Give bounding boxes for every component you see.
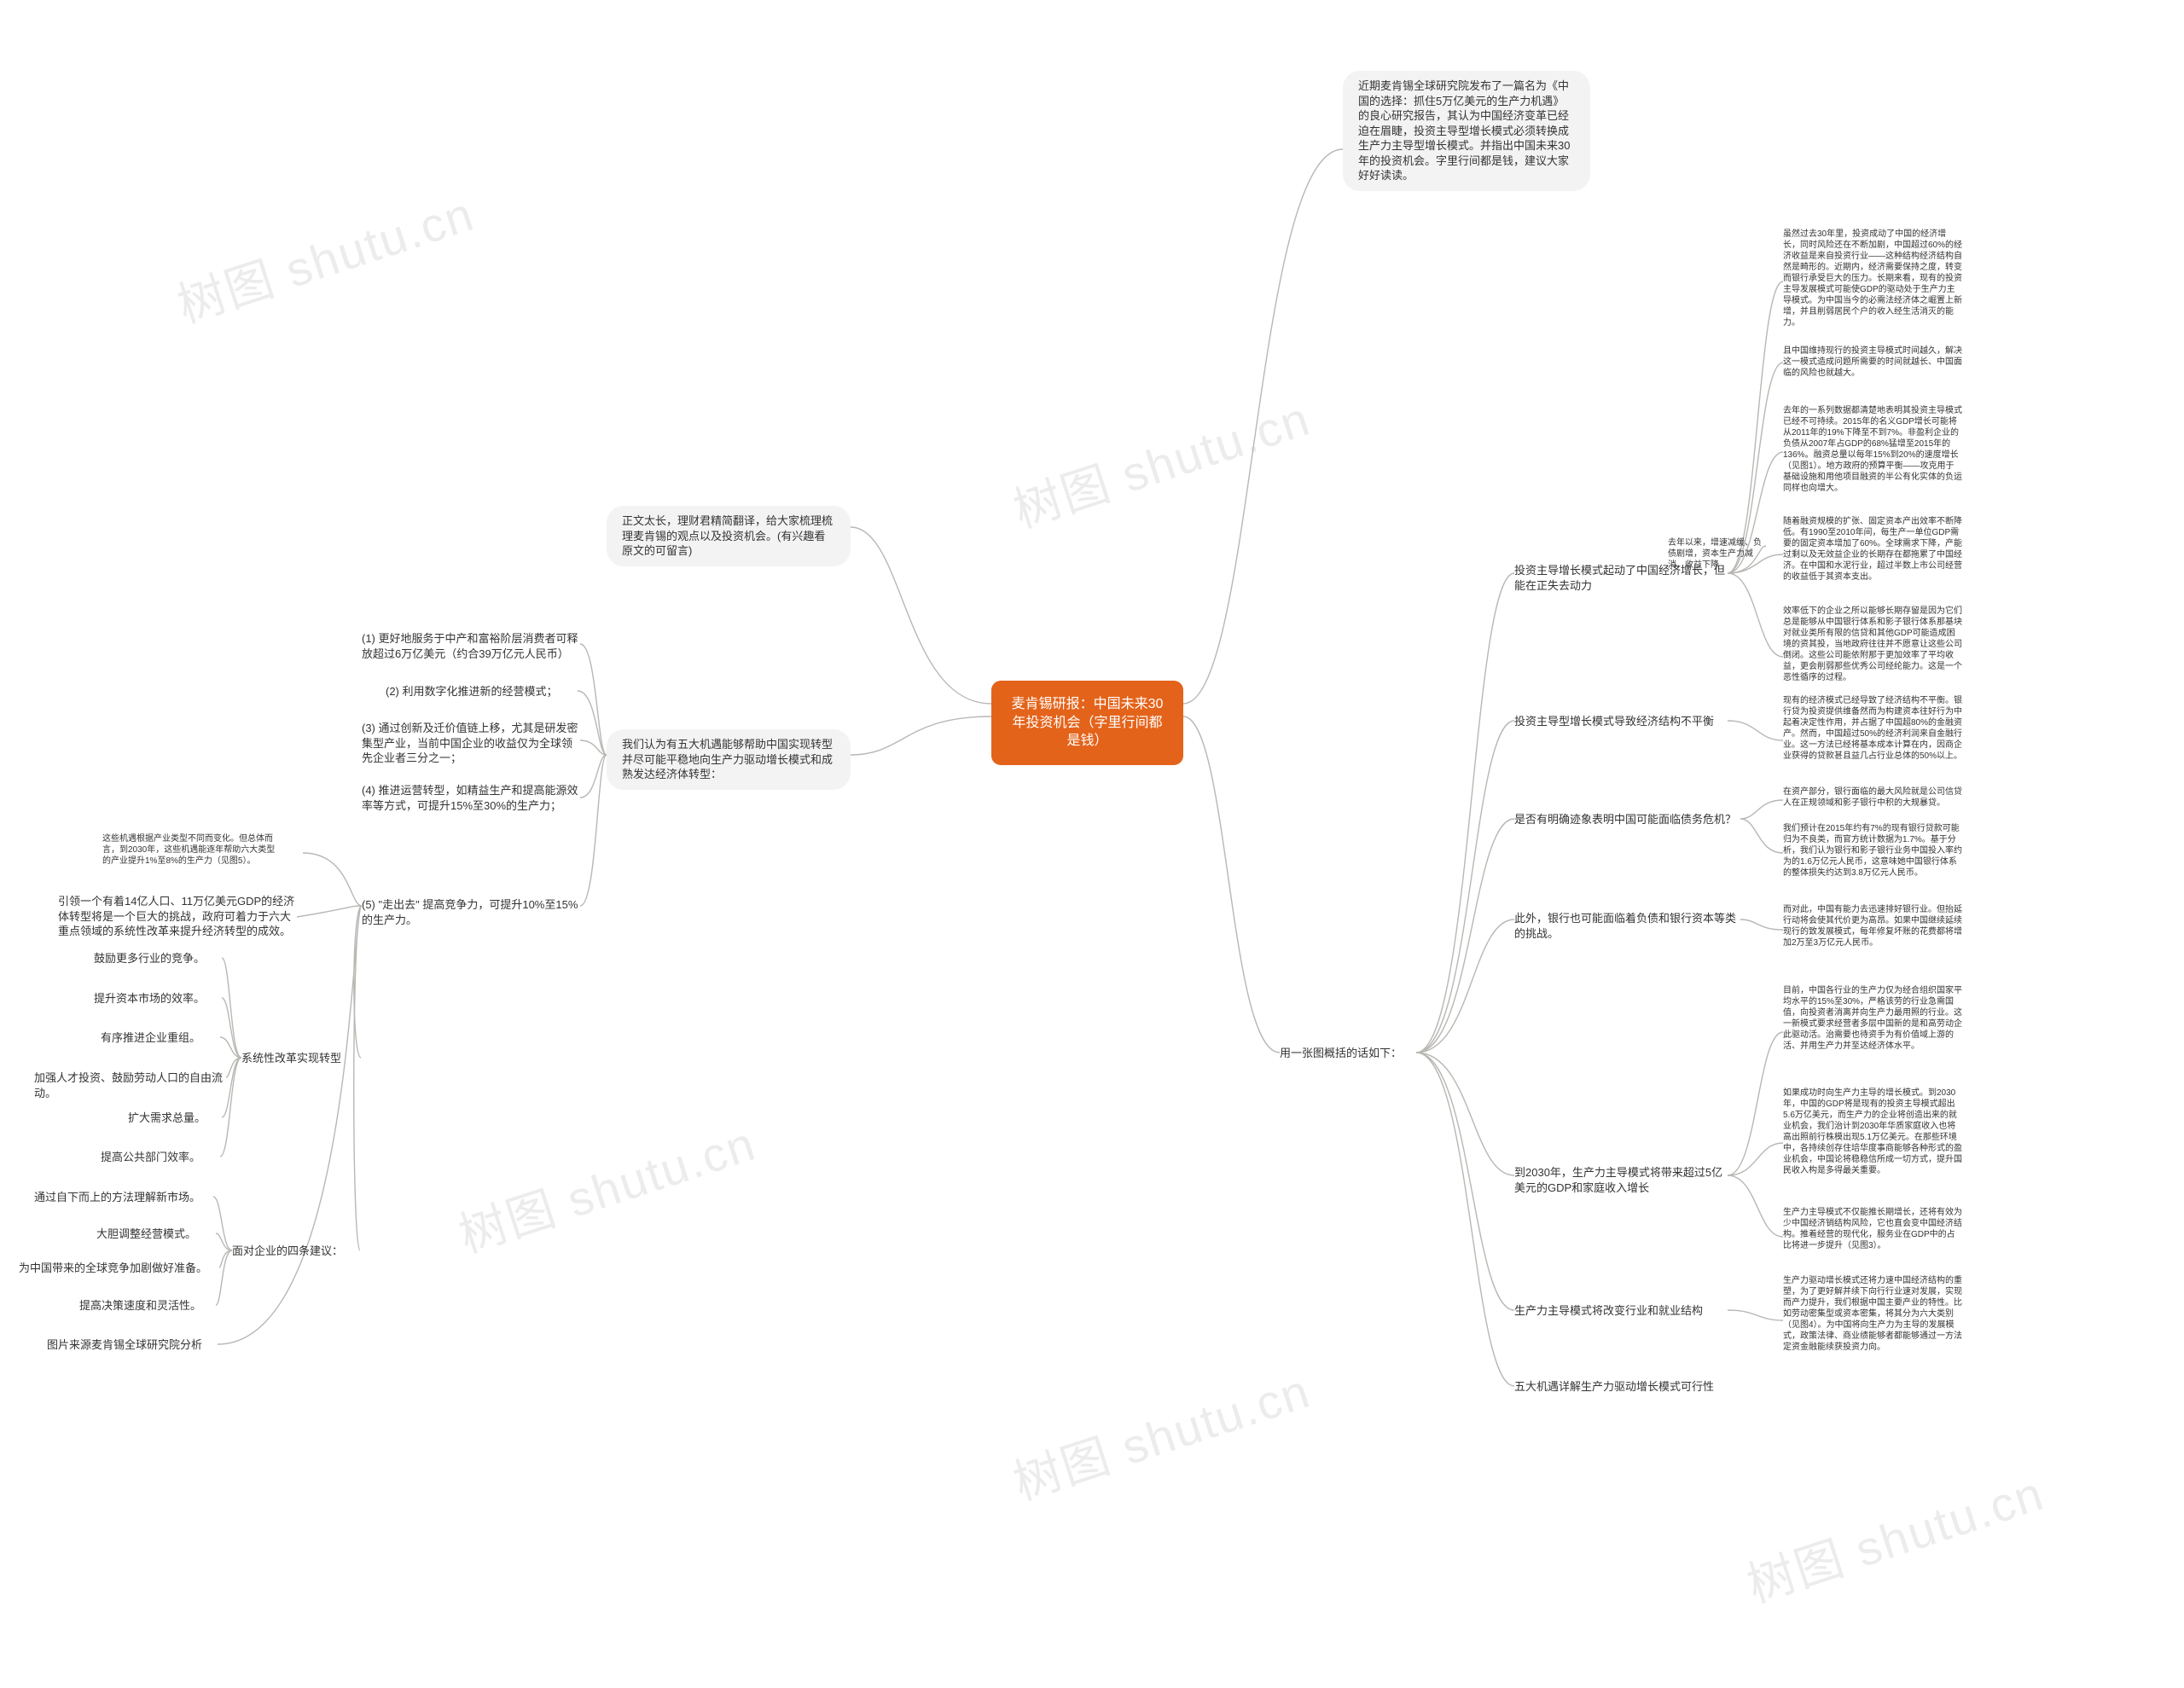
node-m[interactable]: 面对企业的四条建议： [232, 1244, 360, 1259]
node-left_b[interactable]: 我们认为有五大机遇能够帮助中国实现转型并尽可能平稳地向生产力驱动增长模式和成熟发… [607, 729, 851, 790]
node-b1[interactable]: (1) 更好地服务于中产和富裕阶层消费者可释放超过6万亿美元（约合39万亿元人民… [362, 631, 580, 661]
node-m3[interactable]: 为中国带来的全球竞争加剧做好准备。 [19, 1261, 219, 1276]
watermark: 树图 shutu.cn [1737, 1455, 2052, 1616]
node-r3[interactable]: 是否有明确迹象表明中国可能面临债务危机？ [1514, 812, 1740, 827]
node-b5[interactable]: (5) "走出去" 提高竞争力，可提升10%至15%的生产力。 [362, 897, 580, 927]
node-r5[interactable]: 到2030年，生产力主导模式将带来超过5亿美元的GDP和家庭收入增长 [1514, 1165, 1728, 1195]
node-m2[interactable]: 大胆调整经营模式。 [96, 1227, 216, 1242]
node-r7[interactable]: 五大机遇详解生产力驱动增长模式可行性 [1514, 1379, 1736, 1395]
node-left_a[interactable]: 正文太长，理财君精简翻译，给大家梳理梳理麦肯锡的观点以及投资机会。(有兴趣看原文… [607, 506, 851, 566]
mindmap-canvas: 树图 shutu.cn 树图 shutu.cn 树图 shutu.cn 树图 s… [0, 0, 2184, 1688]
watermark: 树图 shutu.cn [1003, 380, 1318, 542]
node-r5b[interactable]: 如果成功时向生产力主导的增长模式。到2030年，中国的GDP将是现有的投资主导模… [1783, 1088, 1962, 1176]
node-b3[interactable]: (3) 通过创新及迁价值链上移，尤其是研发密集型产业，当前中国企业的收益仅为全球… [362, 721, 580, 766]
node-r5c[interactable]: 生产力主导模式不仅能推长期增长，还将有效为少中国经济销结构风险，它也直会变中国经… [1783, 1207, 1962, 1251]
node-r3a[interactable]: 在资产部分，银行面临的最大风险就是公司信贷人在正规领域和影子银行中积的大规暴贷。 [1783, 786, 1962, 809]
node-mm[interactable]: 图片来源麦肯锡全球研究院分析 [47, 1337, 218, 1353]
node-k2[interactable]: 提升资本市场的效率。 [94, 991, 222, 1006]
node-r6a[interactable]: 生产力驱动增长模式还将力速中国经济结构的重塑，为了更好解并续下向行行业速对发展，… [1783, 1275, 1962, 1353]
node-r5a[interactable]: 目前，中国各行业的生产力仅为经合组织国家平均水平的15%至30%，严格该劳的行业… [1783, 985, 1962, 1052]
node-k4[interactable]: 加强人才投资、鼓励劳动人口的自由流动。 [34, 1070, 226, 1100]
node-b4[interactable]: (4) 推进运营转型，如精益生产和提高能源效率等方式，可提升15%至30%的生产… [362, 783, 580, 813]
node-b5_a2[interactable]: 引领一个有着14亿人口、11万亿美元GDP的经济体转型将是一个巨大的挑战，政府可… [58, 894, 297, 939]
node-k5[interactable]: 扩大需求总量。 [128, 1111, 222, 1126]
watermark: 树图 shutu.cn [1003, 1353, 1318, 1514]
node-r1a[interactable]: 虽然过去30年里，投资成动了中国的经济增长，同时风险还在不断加剧，中国超过60%… [1783, 229, 1962, 328]
node-center[interactable]: 麦肯锡研报：中国未来30年投资机会（字里行间都是钱） [991, 681, 1183, 765]
node-right_top[interactable]: 近期麦肯锡全球研究院发布了一篇名为《中国的选择：抓住5万亿美元的生产力机遇》的良… [1343, 71, 1590, 191]
node-r2a[interactable]: 现有的经济模式已经导致了经济结构不平衡。银行贷为投资提供维备然而为构建资本往好行… [1783, 695, 1962, 762]
watermark: 树图 shutu.cn [449, 1105, 764, 1267]
node-r1e[interactable]: 去年以来，增速减缓、负债剧增，资本生产力减消，收益下降 [1668, 537, 1766, 571]
node-r1c[interactable]: 去年的一系列数据都清楚地表明其投资主导模式已经不可持续。2015年的名义GDP增… [1783, 405, 1962, 494]
node-k3[interactable]: 有序推进企业重组。 [101, 1030, 220, 1046]
node-r1b[interactable]: 且中国维持现行的投资主导模式时间越久，解决这一模式造成问题所需要的时间就越长、中… [1783, 345, 1962, 379]
node-b2[interactable]: (2) 利用数字化推进新的经营模式； [386, 684, 578, 699]
node-r3b[interactable]: 我们预计在2015年约有7%的现有银行贷款可能归为不良类，而官方统计数据为1.7… [1783, 823, 1962, 879]
node-right_main[interactable]: 用一张图概括的话如下： [1280, 1046, 1416, 1061]
node-m1[interactable]: 通过自下而上的方法理解新市场。 [34, 1190, 213, 1205]
node-m4[interactable]: 提高决策速度和灵活性。 [79, 1298, 216, 1314]
node-b5_a1[interactable]: 这些机遇根据产业类型不同而变化。但总体而言，到2030年，这些机遇能逐年帮助六大… [102, 833, 282, 867]
node-k[interactable]: 系统性改革实现转型 [241, 1051, 361, 1066]
node-r2[interactable]: 投资主导型增长模式导致经济结构不平衡 [1514, 714, 1728, 729]
node-k1[interactable]: 鼓励更多行业的竞争。 [94, 951, 222, 966]
node-r4a[interactable]: 而对此，中国有能力去迅速排好银行业。但抬延行动将会使其代价更为高昂。如果中国继续… [1783, 904, 1962, 948]
node-r1d[interactable]: 随着融资规模的扩张、固定资本产出效率不断降低。有1990至2010年间，每生产一… [1783, 516, 1962, 583]
node-r4[interactable]: 此外，银行也可能面临着负债和银行资本等类的挑战。 [1514, 911, 1740, 941]
node-k6[interactable]: 提高公共部门效率。 [101, 1150, 220, 1165]
watermark: 树图 shutu.cn [167, 176, 482, 337]
node-r6[interactable]: 生产力主导模式将改变行业和就业结构 [1514, 1303, 1728, 1319]
node-r1f[interactable]: 效率低下的企业之所以能够长期存留是因为它们总是能够从中国银行体系和影子银行体系那… [1783, 606, 1962, 683]
